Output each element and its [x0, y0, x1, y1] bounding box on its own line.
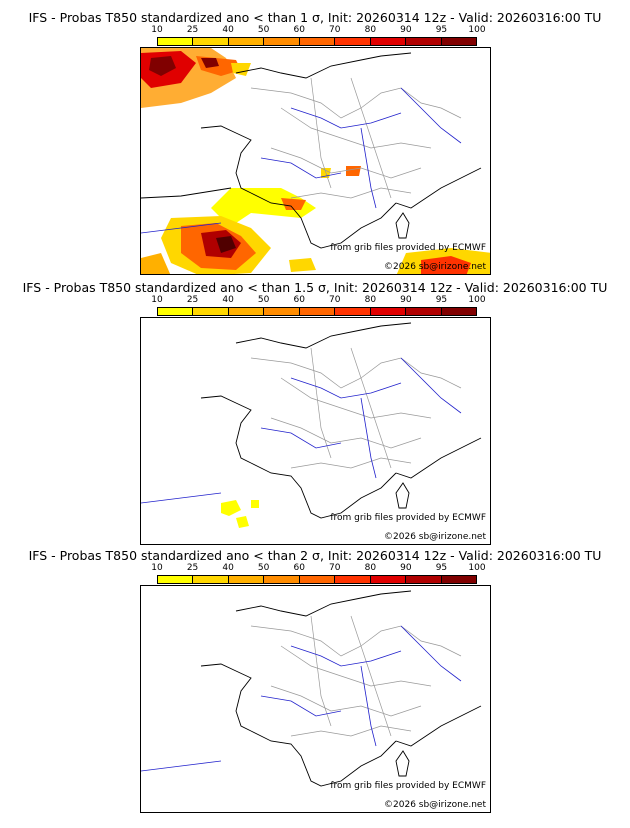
probability-map: from grib files provided by ECMWF ©2026 …	[140, 47, 491, 275]
scale-tick: 100	[468, 563, 486, 573]
map-canvas	[141, 590, 482, 787]
scale-swatch	[370, 38, 407, 45]
panel-title: IFS - Probas T850 standardized ano < tha…	[22, 280, 608, 295]
scale-tick: 80	[364, 25, 377, 35]
scale-swatch	[370, 576, 407, 583]
scale-tick: 80	[364, 563, 377, 573]
scale-swatch	[441, 38, 476, 45]
copyright-text: ©2026 sb@irizone.net	[384, 532, 486, 542]
probability-shading	[221, 500, 259, 528]
scale-swatch	[193, 576, 229, 583]
panel-title: IFS - Probas T850 standardized ano < tha…	[28, 548, 602, 563]
scale-tick: 60	[293, 563, 305, 573]
borders	[250, 615, 462, 737]
scale-tick: 40	[222, 25, 234, 35]
scale-tick: 50	[257, 25, 270, 35]
scale-tick: 60	[293, 25, 305, 35]
scale-swatch	[158, 576, 194, 583]
credit-text: from grib files provided by ECMWF	[330, 243, 486, 253]
copyright-text: ©2026 sb@irizone.net	[384, 800, 486, 810]
rivers	[141, 357, 462, 504]
scale-tick: 90	[400, 295, 412, 305]
scale-tick: 95	[435, 295, 448, 305]
scale-swatch	[264, 38, 300, 45]
scale-swatch	[158, 38, 194, 45]
scale-tick: 25	[186, 563, 199, 573]
probability-scale: 10 25 40 50 60 70 80 90 95 100	[151, 295, 486, 319]
scale-tick: 70	[329, 25, 341, 35]
map-canvas	[141, 48, 490, 274]
probability-map: from grib files provided by ECMWF ©2026 …	[140, 317, 491, 545]
probability-scale: 10 25 40 50 60 70 80 90 95 100	[151, 25, 486, 49]
credit-text: from grib files provided by ECMWF	[330, 781, 486, 791]
panel-title: IFS - Probas T850 standardized ano < tha…	[28, 10, 602, 25]
scale-swatch	[370, 308, 407, 315]
scale-swatch	[228, 576, 265, 583]
scale-tick: 80	[364, 295, 377, 305]
scale-swatch	[335, 308, 371, 315]
scale-tick: 100	[468, 25, 486, 35]
scale-swatch	[299, 576, 336, 583]
scale-tick: 25	[186, 25, 199, 35]
coastlines	[200, 322, 482, 519]
scale-swatch	[264, 308, 300, 315]
scale-swatch	[335, 576, 371, 583]
scale-swatch	[228, 38, 265, 45]
scale-tick: 40	[222, 295, 234, 305]
scale-tick: 95	[435, 25, 448, 35]
scale-tick: 95	[435, 563, 448, 573]
scale-bar	[157, 307, 477, 316]
probability-map: from grib files provided by ECMWF ©2026 …	[140, 585, 491, 813]
scale-swatch	[299, 38, 336, 45]
scale-tick: 70	[329, 563, 341, 573]
map-panel-1sigma: IFS - Probas T850 standardized ano < tha…	[0, 10, 630, 280]
credit-text: from grib files provided by ECMWF	[330, 513, 486, 523]
scale-tick: 100	[468, 295, 486, 305]
probability-scale: 10 25 40 50 60 70 80 90 95 100	[151, 563, 486, 587]
scale-swatch	[441, 576, 476, 583]
scale-swatch	[299, 308, 336, 315]
map-canvas	[141, 322, 482, 528]
scale-tick: 40	[222, 563, 234, 573]
scale-tick: 70	[329, 295, 341, 305]
scale-swatch	[228, 308, 265, 315]
scale-swatch	[158, 308, 194, 315]
scale-tick: 50	[257, 295, 270, 305]
borders	[250, 77, 462, 199]
scale-swatch	[406, 38, 442, 45]
coastlines	[200, 590, 482, 787]
coastlines	[141, 52, 482, 249]
scale-tick: 90	[400, 563, 412, 573]
scale-tick: 90	[400, 25, 412, 35]
scale-swatch	[193, 38, 229, 45]
scale-tick: 10	[151, 295, 163, 305]
scale-tick: 50	[257, 563, 270, 573]
rivers	[141, 625, 462, 772]
scale-bar	[157, 37, 477, 46]
borders	[250, 347, 462, 469]
map-panel-1-5sigma: IFS - Probas T850 standardized ano < tha…	[0, 280, 630, 550]
scale-bar	[157, 575, 477, 584]
scale-tick: 10	[151, 563, 163, 573]
scale-swatch	[441, 308, 476, 315]
map-panel-2sigma: IFS - Probas T850 standardized ano < tha…	[0, 548, 630, 818]
scale-swatch	[335, 38, 371, 45]
scale-swatch	[406, 576, 442, 583]
scale-tick: 25	[186, 295, 199, 305]
probability-shading	[141, 48, 490, 274]
rivers	[141, 87, 462, 234]
scale-swatch	[193, 308, 229, 315]
scale-swatch	[406, 308, 442, 315]
copyright-text: ©2026 sb@irizone.net	[384, 262, 486, 272]
scale-swatch	[264, 576, 300, 583]
scale-tick: 10	[151, 25, 163, 35]
scale-tick: 60	[293, 295, 305, 305]
